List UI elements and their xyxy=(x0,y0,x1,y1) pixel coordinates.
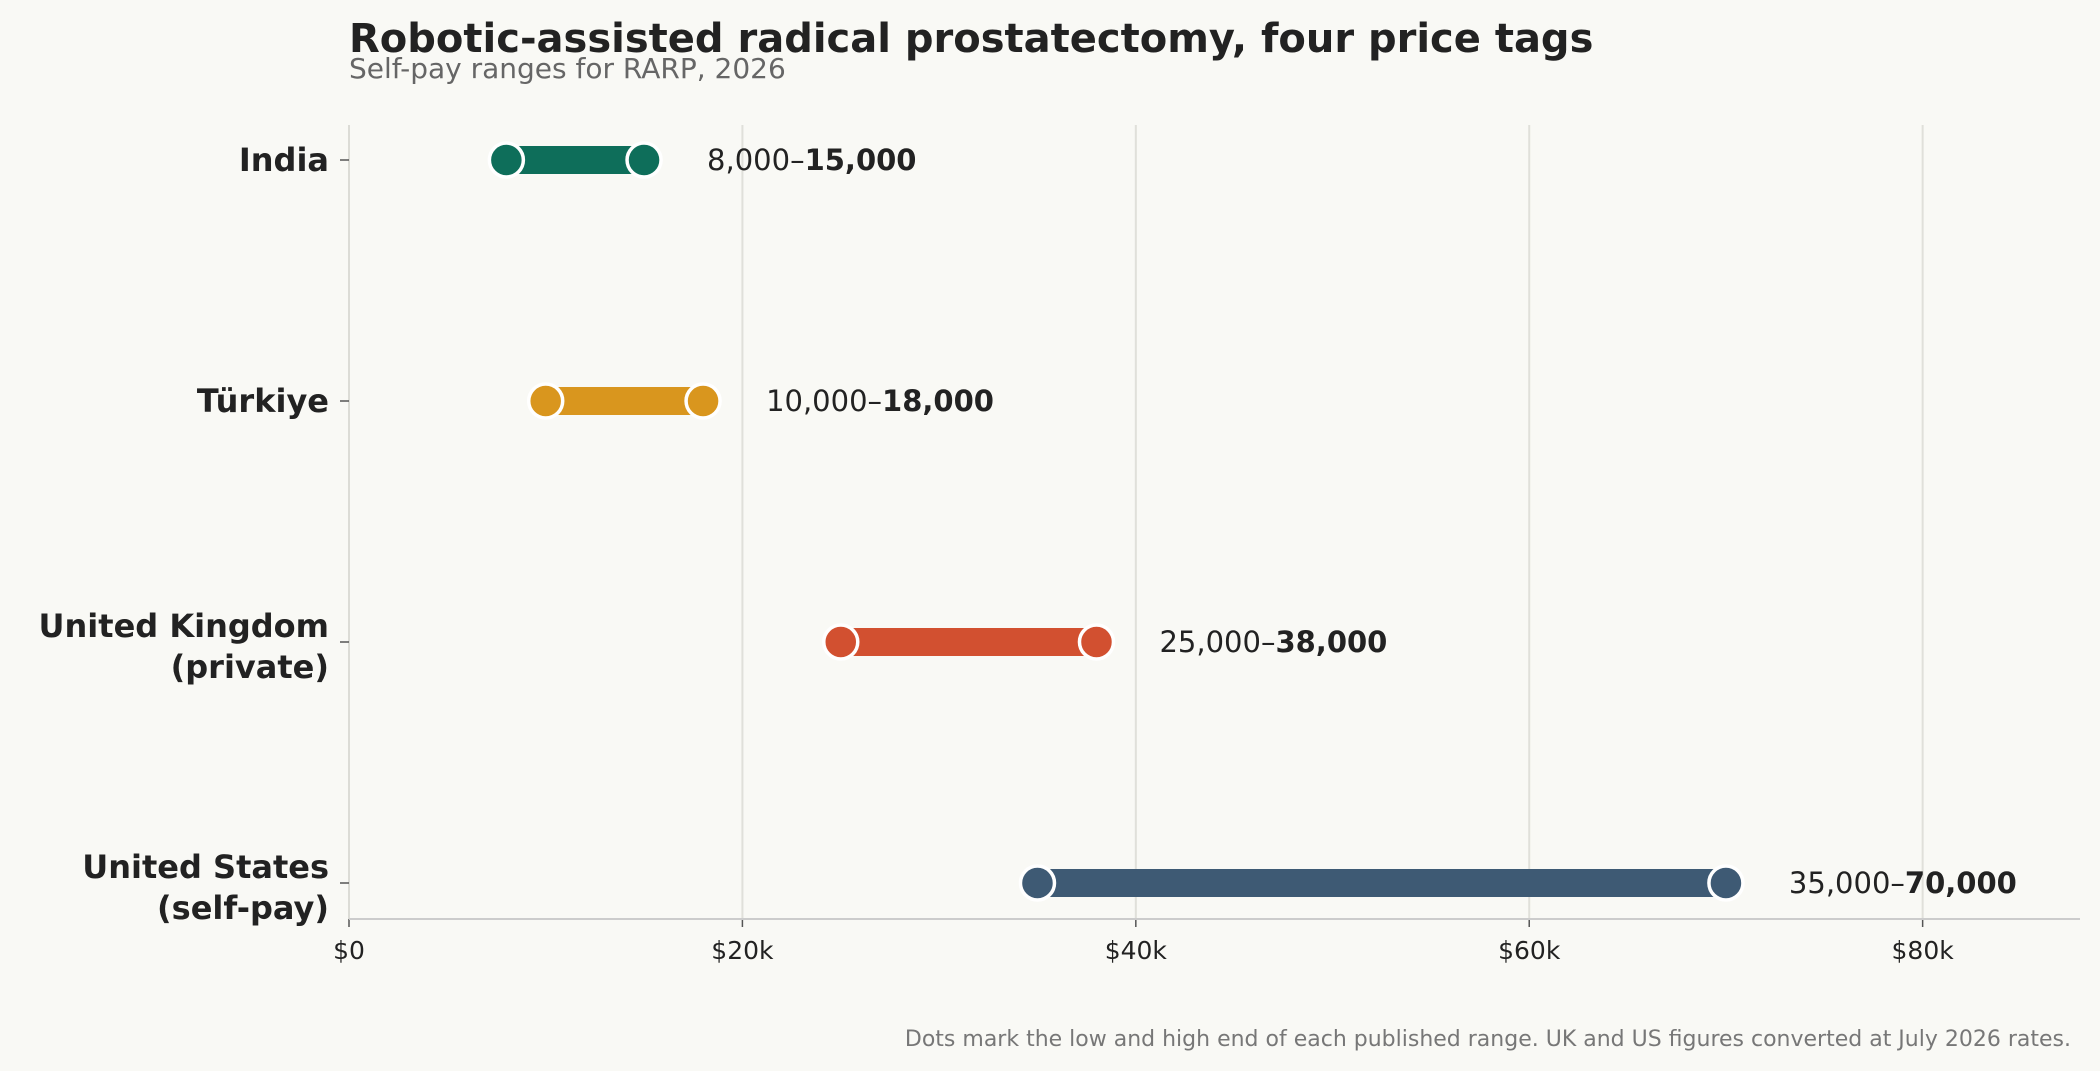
range-label-united-states: 35,000–70,000 xyxy=(1789,866,2017,900)
footnote: Dots mark the low and high end of each p… xyxy=(905,1027,2071,1052)
category-label-india: India xyxy=(239,141,329,179)
x-tick-label: $80k xyxy=(1892,936,1955,965)
low-dot-t-rkiye xyxy=(526,382,565,420)
range-label-india: 8,000–15,000 xyxy=(707,143,916,177)
chart-title: Robotic-assisted radical prostatectomy, … xyxy=(349,16,1593,62)
high-dot-india xyxy=(625,141,663,179)
x-tick-label: $0 xyxy=(333,936,365,965)
chart-subtitle: Self-pay ranges for RARP, 2026 xyxy=(349,52,786,85)
low-dot-india xyxy=(487,141,526,179)
category-label-united-kingdom: United Kingdom (private) xyxy=(39,607,329,686)
category-label-t-rkiye: Türkiye xyxy=(197,382,329,420)
plot-marks: 8,000–15,000 10,000–18,000 25,000–38,000 35… xyxy=(487,141,2017,902)
range-label-t-rkiye: 10,000–18,000 xyxy=(766,384,994,418)
low-dot-united-kingdom xyxy=(822,623,860,661)
axes: $0 $20k $40k $60k $80k India Türkiye United Kin… xyxy=(39,125,2080,965)
range-label-united-kingdom: 25,000–38,000 xyxy=(1159,625,1387,659)
low-dot-united-states xyxy=(1018,864,1057,902)
x-tick-label: $40k xyxy=(1105,936,1168,965)
x-tick-label: $60k xyxy=(1498,936,1561,965)
high-dot-united-kingdom xyxy=(1077,623,1116,661)
high-dot-united-states xyxy=(1707,864,1745,902)
gridlines xyxy=(348,125,1924,919)
category-label-united-states: United States (self-pay) xyxy=(82,848,329,927)
x-tick-label: $20k xyxy=(711,936,774,965)
high-dot-t-rkiye xyxy=(684,382,722,420)
